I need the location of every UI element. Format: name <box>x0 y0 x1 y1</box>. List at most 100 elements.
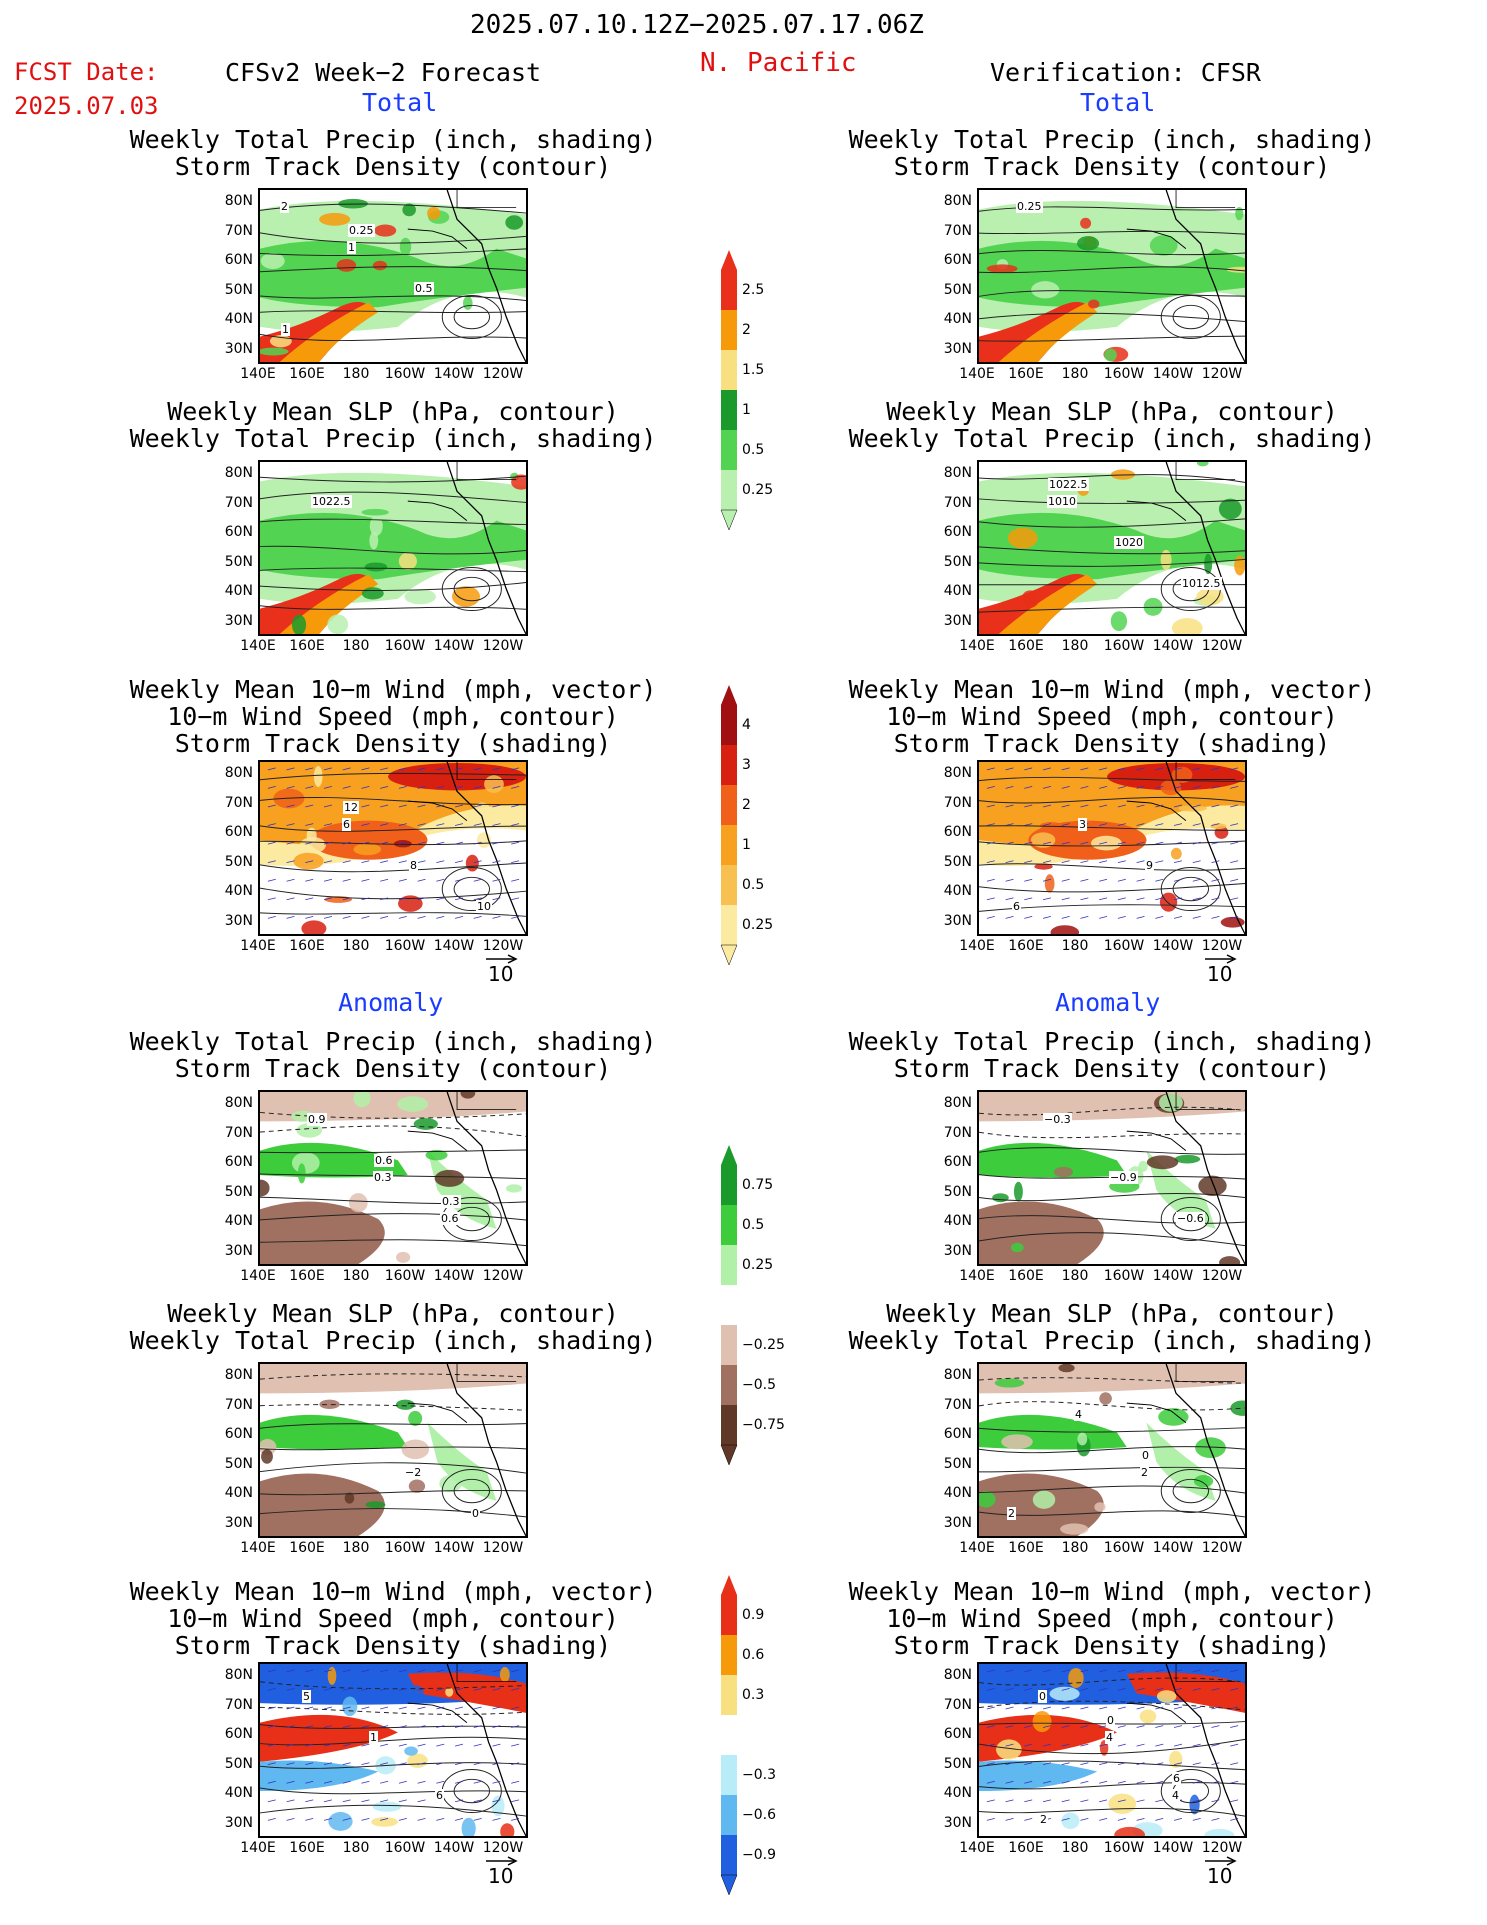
contour-label: 0 <box>1141 1449 1150 1462</box>
colorbar-tick-label: 4 <box>742 717 751 733</box>
storm-anom-colorbar <box>720 1575 738 1899</box>
contour-label: 4 <box>1074 1408 1083 1421</box>
colorbar-tick-label: 0.25 <box>742 482 774 498</box>
colorbar-tick-label: 0.3 <box>742 1687 765 1703</box>
latitude-tick-label: 50N <box>224 853 253 870</box>
latitude-tick-label: 80N <box>943 765 972 781</box>
latitude-tick-label: 30N <box>224 1242 253 1259</box>
contour-label: 2 <box>1140 1466 1149 1479</box>
latitude-tick-label: 80N <box>224 765 253 781</box>
latitude-tick-label: 60N <box>943 524 972 540</box>
latitude-tick-label: 50N <box>224 1755 253 1772</box>
longitude-tick-label: 140W <box>1152 638 1194 654</box>
forecast-panel-4-title: Weekly Total Precip (inch, shading) Stor… <box>129 1027 657 1083</box>
longitude-tick-label: 140E <box>240 1840 276 1856</box>
latitude-tick-label: 70N <box>224 1124 253 1141</box>
colorbar-tick-label: −0.25 <box>742 1337 785 1353</box>
latitude-tick-label: 30N <box>224 1814 253 1831</box>
colorbar-tick-label: 2 <box>742 322 751 338</box>
forecast-map-panel-5: −2 0 <box>258 1362 528 1538</box>
vector-reference-label: 10 <box>1207 1864 1233 1888</box>
longitude-tick-label: 140E <box>959 1540 995 1556</box>
longitude-tick-label: 180 <box>1061 1840 1089 1856</box>
contour-label: 0.6 <box>374 1154 394 1167</box>
vector-reference-arrow-icon <box>486 1852 518 1871</box>
contour-label: −0.9 <box>1109 1171 1138 1184</box>
contour-label: 0.9 <box>307 1113 327 1126</box>
latitude-tick-label: 40N <box>943 1785 972 1801</box>
longitude-tick-label: 160E <box>289 1540 325 1556</box>
latitude-tick-label: 80N <box>224 193 253 209</box>
latitude-tick-label: 60N <box>224 252 253 268</box>
contour-label: 1022.5 <box>311 495 352 508</box>
contour-label: 4 <box>1171 1789 1180 1802</box>
colorbar-tick-label: 1 <box>742 402 751 418</box>
vector-reference-label: 10 <box>1207 962 1233 986</box>
colorbar-tick-label: 0.5 <box>742 1217 765 1233</box>
longitude-tick-label: 140E <box>240 638 276 654</box>
latitude-tick-label: 60N <box>224 524 253 540</box>
right-total-label: Total <box>1080 88 1156 117</box>
longitude-tick-label: 160W <box>1103 1268 1145 1284</box>
longitude-tick-label: 160E <box>1008 638 1044 654</box>
longitude-tick-label: 120W <box>482 1540 524 1556</box>
latitude-tick-label: 30N <box>943 912 972 929</box>
longitude-tick-label: 140W <box>1152 1540 1194 1556</box>
latitude-tick-label: 40N <box>224 311 253 327</box>
latitude-tick-label: 50N <box>943 1755 972 1772</box>
longitude-tick-label: 180 <box>342 366 370 382</box>
latitude-tick-label: 60N <box>943 824 972 840</box>
contour-label: −2 <box>404 1466 423 1479</box>
longitude-tick-label: 180 <box>342 638 370 654</box>
forecast-map-panel-6: 6 5 1 <box>258 1662 528 1838</box>
contour-label: 3 <box>1078 818 1087 831</box>
latitude-tick-label: 40N <box>943 583 972 599</box>
latitude-tick-label: 30N <box>943 1242 972 1259</box>
longitude-tick-label: 140E <box>959 1840 995 1856</box>
latitude-tick-label: 60N <box>224 1426 253 1442</box>
longitude-tick-label: 160E <box>1008 938 1044 954</box>
colorbar-tick-label: 0.5 <box>742 877 765 893</box>
forecast-column-title: CFSv2 Week−2 Forecast <box>225 58 542 87</box>
right-anomaly-label: Anomaly <box>1055 988 1161 1017</box>
longitude-tick-label: 160W <box>1103 1540 1145 1556</box>
latitude-tick-label: 80N <box>943 193 972 209</box>
latitude-tick-label: 70N <box>224 1696 253 1713</box>
contour-label: 2 <box>1039 1813 1048 1826</box>
left-total-label: Total <box>362 88 438 117</box>
left-anomaly-label: Anomaly <box>338 988 444 1017</box>
latitude-tick-label: 80N <box>943 465 972 481</box>
latitude-tick-label: 50N <box>943 853 972 870</box>
contour-label: 0.6 <box>440 1212 460 1225</box>
longitude-tick-label: 180 <box>1061 1540 1089 1556</box>
forecast-panel-5-title: Weekly Mean SLP (hPa, contour) Weekly To… <box>129 1299 657 1355</box>
vector-reference-label: 10 <box>488 962 514 986</box>
contour-label: 0.25 <box>1016 200 1043 213</box>
longitude-tick-label: 120W <box>1201 366 1243 382</box>
latitude-tick-label: 50N <box>224 281 253 298</box>
longitude-tick-label: 120W <box>482 366 524 382</box>
contour-label: 0.3 <box>373 1171 393 1184</box>
longitude-tick-label: 120W <box>482 938 524 954</box>
latitude-tick-label: 30N <box>224 912 253 929</box>
vector-reference-arrow-icon <box>1205 950 1237 969</box>
latitude-tick-label: 40N <box>224 1785 253 1801</box>
latitude-tick-label: 30N <box>943 340 972 357</box>
longitude-tick-label: 140E <box>959 638 995 654</box>
longitude-tick-label: 160W <box>384 1268 426 1284</box>
longitude-tick-label: 180 <box>342 1840 370 1856</box>
forecast-map-panel-4: 0.3 0.6 0.9 0.6 0.3 <box>258 1090 528 1266</box>
longitude-tick-label: 160E <box>289 638 325 654</box>
region-title: N. Pacific <box>700 48 857 78</box>
latitude-tick-label: 70N <box>943 1396 972 1413</box>
longitude-tick-label: 160W <box>384 638 426 654</box>
longitude-tick-label: 140W <box>433 1540 475 1556</box>
verification-column-title: Verification: CFSR <box>990 58 1261 87</box>
longitude-tick-label: 160W <box>384 938 426 954</box>
contour-label: 0 <box>471 1507 480 1520</box>
vector-reference-arrow-icon <box>1205 1852 1237 1871</box>
latitude-tick-label: 80N <box>943 1367 972 1383</box>
verification-panel-4-title: Weekly Total Precip (inch, shading) Stor… <box>848 1027 1376 1083</box>
latitude-tick-label: 60N <box>224 1154 253 1170</box>
latitude-tick-label: 80N <box>224 1095 253 1111</box>
